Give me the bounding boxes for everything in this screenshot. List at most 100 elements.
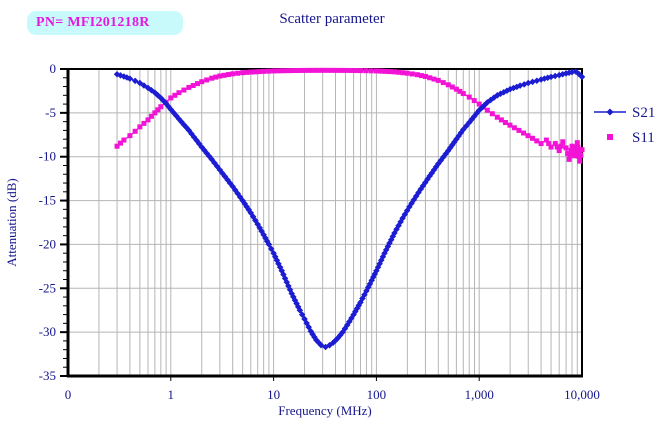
- s21-marker: [265, 241, 273, 248]
- s11-marker: [574, 140, 580, 146]
- s21-marker: [298, 311, 306, 318]
- s11-marker: [445, 82, 451, 88]
- s11-marker: [352, 68, 358, 74]
- x-axis-tick-label: 1,000: [465, 387, 494, 402]
- s11-marker: [409, 71, 415, 77]
- y-axis-title: Attenuation (dB): [4, 178, 19, 266]
- s11-marker: [565, 151, 571, 157]
- s11-marker: [271, 68, 277, 74]
- s11-marker: [324, 67, 330, 73]
- s11-marker: [213, 74, 219, 80]
- s11-marker: [266, 68, 272, 74]
- s11-marker: [217, 73, 223, 79]
- s11-marker: [548, 144, 554, 150]
- s11-marker: [329, 67, 335, 73]
- s11-marker: [368, 68, 374, 74]
- s11-marker: [435, 77, 441, 83]
- s11-marker: [235, 70, 241, 76]
- x-axis-tick-label: 100: [367, 387, 387, 402]
- s11-marker: [484, 107, 490, 113]
- s11-marker: [280, 68, 286, 74]
- s11-marker: [466, 94, 472, 100]
- s11-marker: [172, 92, 178, 98]
- s11-marker: [152, 110, 158, 116]
- s11-marker: [302, 67, 308, 73]
- s11-marker: [507, 122, 513, 128]
- s11-marker: [252, 69, 258, 75]
- s11-marker: [293, 68, 299, 74]
- s11-marker: [392, 69, 398, 75]
- s11-marker: [256, 69, 262, 75]
- s21-marker: [267, 245, 275, 253]
- s11-marker: [538, 141, 544, 147]
- s11-marker: [554, 144, 560, 150]
- s11-marker: [404, 70, 410, 76]
- s11-marker: [427, 75, 433, 81]
- s11-marker: [543, 137, 549, 143]
- x-axis-tick-label: 0: [65, 387, 72, 402]
- legend-s11-marker: [607, 134, 613, 140]
- s21-marker: [296, 306, 304, 314]
- s11-marker: [567, 152, 573, 158]
- s11-marker: [186, 84, 192, 90]
- s11-marker: [516, 127, 522, 133]
- s11-marker: [471, 98, 477, 104]
- y-axis-tick-label: -30: [39, 324, 56, 339]
- s11-marker: [275, 68, 281, 74]
- s11-marker: [552, 141, 558, 147]
- s11-marker: [158, 104, 164, 110]
- s11-marker: [546, 141, 552, 147]
- s11-marker: [521, 130, 527, 136]
- s11-marker: [320, 67, 326, 73]
- chart-title: Scatter parameter: [279, 11, 385, 27]
- s11-marker: [578, 152, 584, 158]
- s11-marker: [357, 68, 363, 74]
- y-axis-tick-label: -35: [39, 368, 56, 383]
- s11-marker: [289, 68, 295, 74]
- s11-marker: [563, 145, 569, 151]
- s11-marker: [449, 84, 455, 90]
- s11-marker: [577, 158, 583, 164]
- plot-area: [68, 69, 582, 376]
- s11-marker: [502, 120, 508, 126]
- legend-s21-label: S21: [632, 105, 655, 121]
- s11-marker: [566, 156, 572, 162]
- y-axis-tick-label: 0: [50, 61, 57, 76]
- s11-marker: [176, 90, 182, 96]
- s11-marker: [476, 101, 482, 107]
- s11-marker: [315, 67, 321, 73]
- s11-marker: [387, 69, 393, 75]
- s11-marker: [560, 139, 566, 145]
- s11-marker: [431, 76, 437, 82]
- s11-marker: [121, 137, 127, 143]
- s11-marker: [137, 124, 143, 130]
- s11-marker: [579, 147, 585, 153]
- s11-marker: [575, 144, 581, 150]
- legend-s11-label: S11: [632, 130, 655, 146]
- legend-s21-marker: [606, 108, 614, 116]
- s11-marker: [225, 72, 231, 78]
- s11-marker: [440, 80, 446, 86]
- x-axis-tick-label: 10: [267, 387, 280, 402]
- s11-marker: [396, 69, 402, 75]
- s21-marker: [131, 77, 139, 85]
- s11-marker: [261, 68, 267, 74]
- s11-marker: [525, 133, 531, 139]
- s11-marker: [311, 67, 317, 73]
- y-axis-tick-label: -15: [39, 193, 56, 208]
- s11-marker: [530, 135, 536, 141]
- s11-marker: [418, 73, 424, 79]
- s11-marker: [284, 68, 290, 74]
- s11-marker: [494, 114, 500, 120]
- s11-marker: [117, 140, 123, 146]
- s11-marker: [230, 71, 236, 77]
- s21-marker: [126, 75, 134, 82]
- s11-marker: [414, 72, 420, 78]
- s11-marker: [573, 148, 579, 154]
- s11-marker: [382, 68, 388, 74]
- s11-marker: [141, 120, 147, 126]
- s11-marker: [209, 75, 215, 81]
- s11-marker: [569, 143, 575, 149]
